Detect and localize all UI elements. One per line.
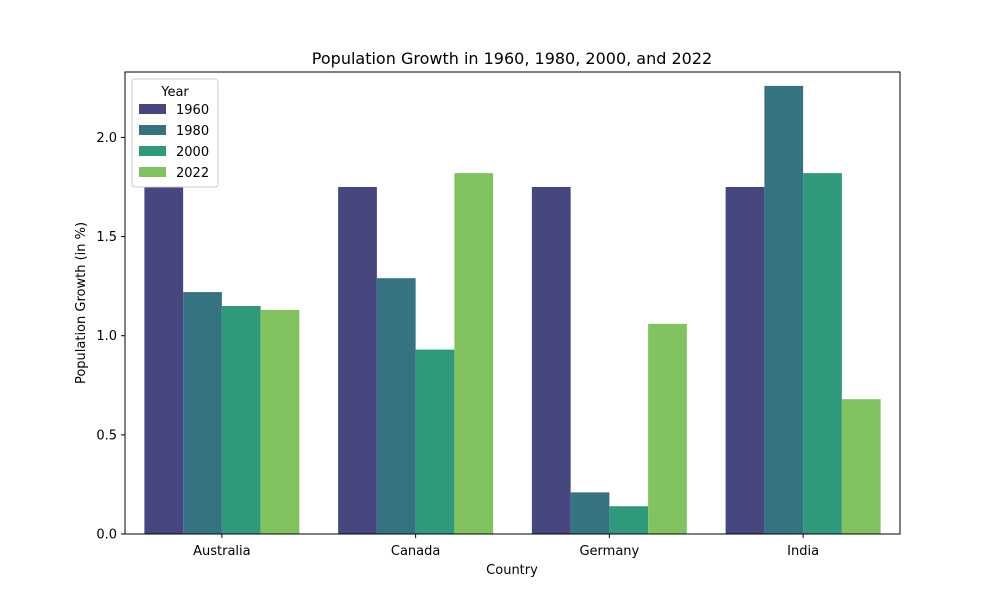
bar-india-2000 <box>803 173 842 534</box>
y-tick-label: 0.5 <box>96 428 117 443</box>
legend-items: 1960 1980 2000 2022 <box>139 103 209 181</box>
y-tick-label: 0.0 <box>96 528 117 543</box>
y-tick-label: 2.0 <box>96 131 117 146</box>
legend-label-1980: 1980 <box>176 124 209 139</box>
bar-germany-1980 <box>570 492 610 534</box>
legend-swatch-1960 <box>139 104 166 114</box>
legend: Year 1960 1980 2000 2022 <box>131 78 219 188</box>
legend-label-2000: 2000 <box>176 145 209 160</box>
legend-label-1960: 1960 <box>176 103 209 118</box>
bar-canada-1980 <box>376 278 416 534</box>
bar-canada-2000 <box>415 349 455 534</box>
x-tick-label: Germany <box>579 544 639 559</box>
legend-swatch-2022 <box>139 167 166 177</box>
bar-australia-2022 <box>260 309 300 534</box>
bar-india-1980 <box>764 85 804 534</box>
bar-india-2022 <box>841 399 881 534</box>
y-axis: 0.0 0.5 1.0 1.5 2.0 <box>96 131 125 543</box>
x-tick-label: Canada <box>391 544 440 559</box>
legend-label-2022: 2022 <box>176 166 209 181</box>
bar-australia-2000 <box>221 305 261 534</box>
chart-title: Population Growth in 1960, 1980, 2000, a… <box>312 49 712 68</box>
bar-australia-1980 <box>183 292 222 534</box>
legend-swatch-1980 <box>139 125 166 135</box>
bar-canada-1960 <box>338 187 377 534</box>
bar-germany-1960 <box>531 187 571 534</box>
bar-germany-2000 <box>609 506 649 534</box>
bar-canada-2022 <box>454 173 494 534</box>
bar-australia-1960 <box>144 187 184 534</box>
plot-frame <box>124 71 901 535</box>
legend-title: Year <box>160 85 189 100</box>
bars-group <box>144 85 881 534</box>
x-tick-label: India <box>787 544 819 559</box>
x-tick-label: Australia <box>193 544 251 559</box>
legend-swatch-2000 <box>139 146 166 156</box>
bar-germany-2022 <box>648 323 687 534</box>
bar-india-1960 <box>725 187 765 534</box>
x-axis-label: Country <box>486 563 538 578</box>
y-tick-label: 1.0 <box>96 329 117 344</box>
x-axis: Australia Canada Germany India <box>193 534 819 559</box>
y-axis-label: Population Growth (in %) <box>74 222 89 384</box>
y-tick-label: 1.5 <box>96 230 117 245</box>
